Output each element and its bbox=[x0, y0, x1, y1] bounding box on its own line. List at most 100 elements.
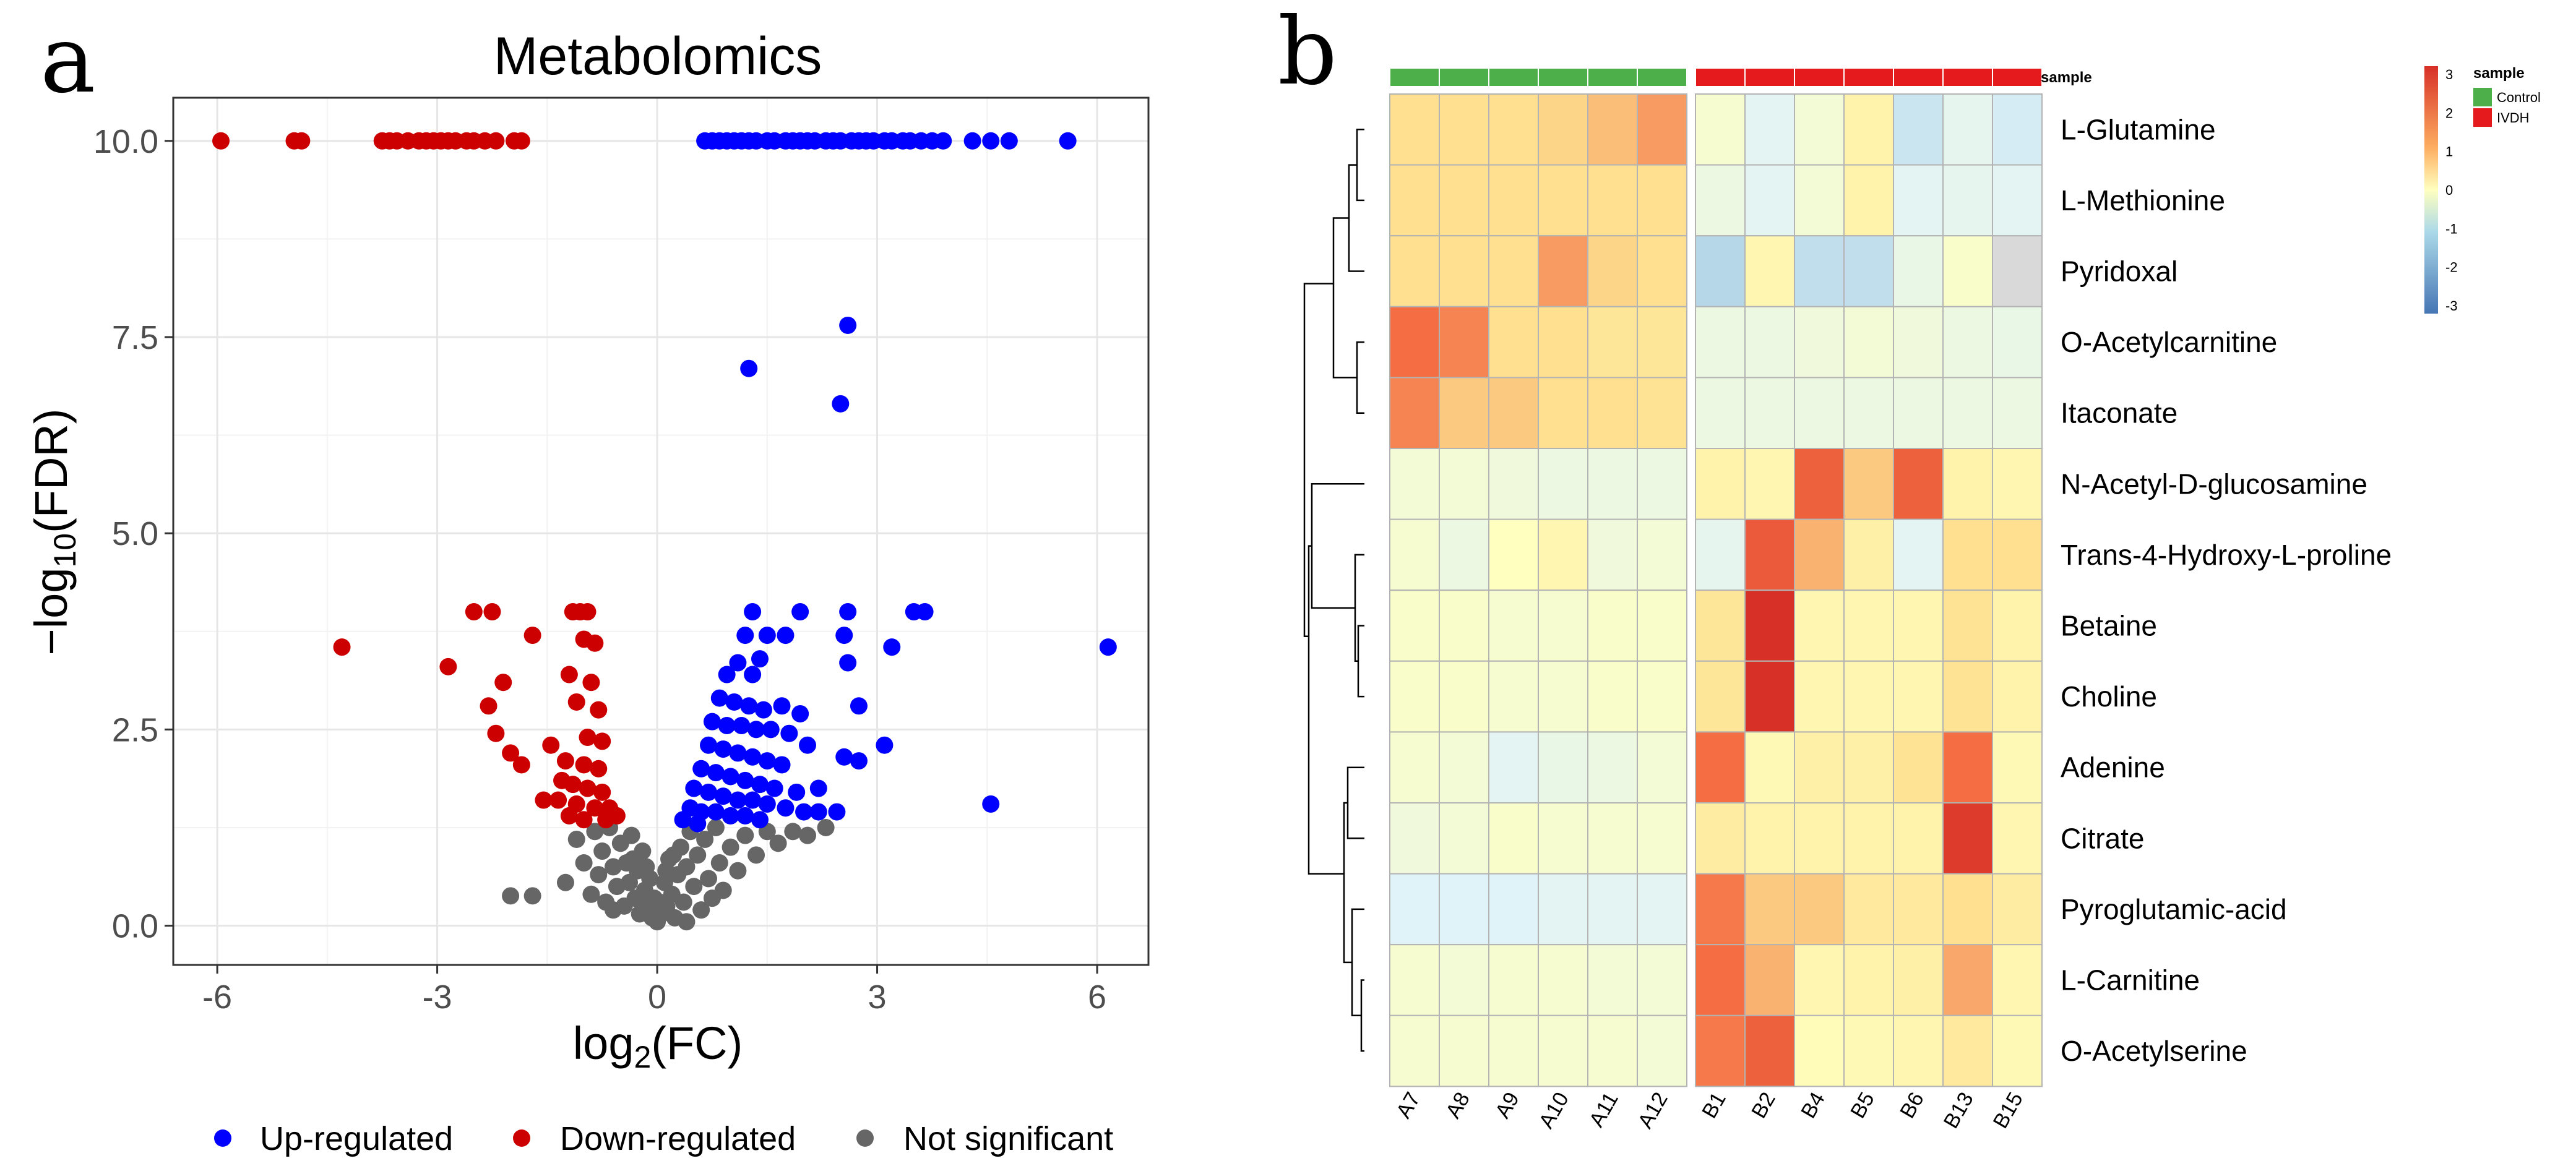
x-tick-label: 3 bbox=[868, 979, 887, 1016]
up-regulated-point bbox=[703, 713, 721, 731]
heatmap-column-label: B13 bbox=[1939, 1088, 1978, 1132]
y-tick-label: 2.5 bbox=[112, 711, 158, 748]
x-tick-label: -6 bbox=[202, 979, 232, 1016]
heatmap-cell bbox=[1695, 589, 1746, 662]
heatmap-cell bbox=[1538, 802, 1588, 875]
not-significant-point bbox=[678, 913, 696, 931]
not-significant-point bbox=[502, 887, 520, 905]
dendrogram-branch bbox=[1360, 979, 1364, 1052]
heatmap-cell bbox=[1744, 377, 1795, 450]
up-regulated-point bbox=[714, 740, 732, 758]
up-regulated-point bbox=[788, 783, 806, 801]
not-significant-point bbox=[747, 846, 765, 864]
heatmap-cell bbox=[1538, 448, 1588, 520]
down-regulated-point bbox=[542, 736, 560, 754]
heatmap-cell bbox=[1843, 731, 1894, 804]
heatmap-cell bbox=[1637, 448, 1687, 520]
down-regulated-point bbox=[579, 729, 597, 747]
down-regulated-point bbox=[608, 807, 626, 825]
panel-a-letter: a bbox=[40, 6, 95, 114]
down-regulated-point bbox=[593, 783, 611, 801]
up-regulated-point bbox=[832, 395, 850, 413]
heatmap-cell bbox=[1942, 235, 1993, 307]
heatmap-cell bbox=[1942, 802, 1993, 875]
down-regulated-point bbox=[567, 693, 585, 711]
volcano-plot-area bbox=[173, 98, 1148, 965]
color-scale-tick-label: -3 bbox=[2445, 298, 2458, 314]
color-scale-tick-label: 3 bbox=[2445, 67, 2453, 82]
heatmap-cell bbox=[1794, 448, 1845, 520]
heatmap-cell bbox=[1942, 589, 1993, 662]
volcano-title: Metabolomics bbox=[494, 27, 822, 86]
heatmap-row-label: Itaconate bbox=[2061, 397, 2178, 429]
heatmap-cell bbox=[1893, 235, 1944, 307]
heatmap-cell bbox=[1637, 518, 1687, 591]
heatmap-cell bbox=[1695, 1014, 1746, 1087]
heatmap-cell bbox=[1942, 93, 1993, 166]
heatmap-column-label: B15 bbox=[1989, 1088, 2028, 1132]
heatmap-cell bbox=[1992, 448, 2043, 520]
dendrogram-branch bbox=[1332, 217, 1357, 379]
heatmap-cell bbox=[1488, 164, 1539, 237]
heatmap-cell bbox=[1538, 731, 1588, 804]
heatmap-cell bbox=[1637, 873, 1687, 946]
dendrogram-branch bbox=[1311, 483, 1364, 609]
heatmap-column-label: B6 bbox=[1895, 1088, 1929, 1122]
legend-control-swatch bbox=[2473, 88, 2492, 106]
annotation-cell bbox=[1695, 67, 1746, 87]
up-regulated-point bbox=[714, 787, 732, 805]
sample-legend-title: sample bbox=[2473, 65, 2525, 82]
down-regulated-point bbox=[560, 807, 578, 825]
heatmap-cell bbox=[1389, 1014, 1440, 1087]
heatmap-cell bbox=[1794, 164, 1845, 237]
up-regulated-point bbox=[689, 815, 707, 833]
not-significant-point bbox=[556, 873, 574, 891]
not-significant-point bbox=[593, 842, 611, 860]
down-regulated-point bbox=[593, 732, 611, 750]
down-regulated-point bbox=[293, 132, 311, 150]
annotation-cell bbox=[1439, 67, 1489, 87]
heatmap-cell bbox=[1992, 377, 2043, 450]
up-regulated-point bbox=[707, 803, 725, 821]
heatmap-cell bbox=[1488, 660, 1539, 733]
heatmap-cell bbox=[1744, 306, 1795, 379]
up-regulated-point bbox=[751, 650, 769, 668]
heatmap-row-label: Choline bbox=[2061, 680, 2157, 713]
heatmap-cell bbox=[1942, 944, 1993, 1016]
down-regulated-point bbox=[483, 603, 501, 621]
not-significant-point bbox=[624, 850, 642, 868]
heatmap-cell bbox=[1695, 518, 1746, 591]
heatmap-column-label: A12 bbox=[1634, 1088, 1673, 1132]
heatmap-cell bbox=[1744, 164, 1795, 237]
annotation-cell bbox=[1389, 67, 1440, 87]
heatmap-row-label: O-Acetylcarnitine bbox=[2061, 326, 2277, 358]
up-regulated-point bbox=[982, 132, 1000, 150]
heatmap-cell bbox=[1389, 164, 1440, 237]
up-regulated-point bbox=[758, 795, 776, 813]
heatmap-row-label: Adenine bbox=[2061, 752, 2165, 784]
heatmap-cell bbox=[1942, 731, 1993, 804]
heatmap-cell bbox=[1843, 377, 1894, 450]
up-regulated-point bbox=[839, 316, 857, 334]
heatmap-cell bbox=[1538, 660, 1588, 733]
panel-b: b sample L-Glutamine L-Methionine Pyridoxa… bbox=[1278, 0, 2541, 1133]
heatmap-cell bbox=[1439, 518, 1489, 591]
heatmap-cell bbox=[1695, 448, 1746, 520]
not-significant-point bbox=[604, 858, 622, 876]
heatmap-cell bbox=[1794, 731, 1845, 804]
heatmap-cell bbox=[1794, 873, 1845, 946]
up-regulated-point bbox=[963, 132, 981, 150]
heatmap-cell bbox=[1587, 235, 1638, 307]
heatmap-cell bbox=[1538, 589, 1588, 662]
volcano-x-axis-title: log2(FC) bbox=[573, 1018, 743, 1074]
up-regulated-point bbox=[674, 811, 692, 829]
heatmap-cell bbox=[1488, 1014, 1539, 1087]
heatmap-cell bbox=[1942, 448, 1993, 520]
heatmap-cell bbox=[1695, 731, 1746, 804]
color-scale-tick-label: 2 bbox=[2445, 105, 2453, 121]
heatmap-cell bbox=[1538, 518, 1588, 591]
dendrogram-branch bbox=[1356, 341, 1364, 414]
down-regulated-point bbox=[579, 603, 597, 621]
panel-b-letter: b bbox=[1278, 0, 1337, 106]
heatmap-cell bbox=[1942, 518, 1993, 591]
